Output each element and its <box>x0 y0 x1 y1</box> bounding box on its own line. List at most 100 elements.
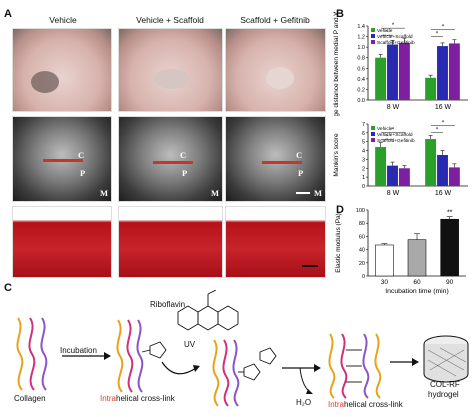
legend-label: Scaffold+Gefitinib <box>377 138 415 144</box>
y-tick-label: 20 <box>359 261 365 267</box>
y-tick-label: 0.0 <box>357 98 365 104</box>
bar <box>398 42 410 100</box>
label-uv: UV <box>184 340 196 349</box>
xray-label-m-1: M <box>100 188 109 198</box>
histology-photo-vehicle-scaffold <box>118 206 223 278</box>
legend-swatch <box>371 34 375 38</box>
significance-marker: * <box>392 128 395 134</box>
label-hydrogel: hydrogel <box>428 390 459 399</box>
histology-photo-scaffold-gefitnib <box>225 206 326 278</box>
label-collagen: Collagen <box>14 394 46 403</box>
legend-label: Scaffold+Gefitinib <box>377 40 415 46</box>
bar <box>375 244 394 277</box>
panel-c-letter: C <box>4 282 12 294</box>
xray-photo-vehicle <box>12 116 112 202</box>
tissue-photo-scaffold-gefitnib <box>225 28 326 112</box>
tissue-photo-vehicle-scaffold <box>118 28 223 112</box>
y-tick-label: 1.2 <box>357 35 365 41</box>
y-axis-label: Average distance between medial P and W … <box>333 12 340 116</box>
significance-marker: * <box>436 32 439 38</box>
bar <box>448 43 460 100</box>
bar <box>375 57 387 100</box>
significance-marker: * <box>392 23 395 29</box>
y-tick-label: 1.0 <box>357 45 365 51</box>
panel-d-letter: D <box>336 204 344 216</box>
label-h2o: H₂O <box>296 398 312 407</box>
bar <box>387 44 398 100</box>
label-intrahelical-2: Intrahelical cross-link <box>328 400 403 409</box>
significance-marker: * <box>442 121 445 127</box>
bar <box>398 168 410 186</box>
histology-scalebar <box>302 265 318 267</box>
y-tick-label: 100 <box>356 208 365 214</box>
xray-photo-scaffold-gefitnib <box>225 116 326 202</box>
column-title-scaffold-gefitnib: Scaffold + Gefitnib <box>240 15 310 25</box>
x-tick-label: 16 W <box>435 190 452 197</box>
label-intrahelical-2-prefix: Intra <box>328 400 345 409</box>
y-tick-label: 0.6 <box>357 66 365 72</box>
bar <box>425 139 437 186</box>
y-axis-label: Mankin's score <box>333 133 340 177</box>
y-tick-label: 1 <box>362 175 365 181</box>
xray-label-p-3: P <box>298 168 304 178</box>
chart-b-top: 0.0 0.2 0.4 0.6 0.8 1.0 1.2 1.4 Average distance… <box>333 12 468 116</box>
bar <box>387 165 398 186</box>
label-riboflavin: Riboflavin <box>150 300 186 309</box>
hydrogel-cylinder-icon <box>423 335 469 383</box>
histology-photo-vehicle <box>12 206 112 278</box>
xray-label-c-2: C <box>180 150 187 160</box>
bar <box>437 46 448 100</box>
xray-label-m-3: M <box>314 188 323 198</box>
intrahelical-strand-icon-1 <box>116 319 144 393</box>
xray-label-c-3: C <box>296 150 303 160</box>
y-tick-label: 0.8 <box>357 56 365 62</box>
riboflavin-molecule-icon <box>177 290 239 331</box>
significance-marker: * <box>386 30 389 36</box>
label-intrahelical-1: Intrahelical cross-link <box>100 394 175 403</box>
crosslinked-network-icon <box>328 333 382 399</box>
legend-swatch <box>371 126 375 130</box>
bar <box>425 77 437 100</box>
label-incubation: Incubation <box>60 346 97 355</box>
y-tick-label: 2 <box>362 166 365 172</box>
scheme-c-diagram <box>16 290 469 407</box>
significance-marker: * <box>436 128 439 134</box>
column-title-vehicle-scaffold: Vehicle + Scaffold <box>136 15 204 25</box>
significance-marker: * <box>442 25 445 31</box>
legend-label: Vehicle+Scaffold <box>377 132 413 138</box>
xray-photo-vehicle-scaffold <box>118 116 223 202</box>
y-tick-label: 1.4 <box>357 24 365 30</box>
bar <box>437 155 448 186</box>
y-tick-label: 3 <box>362 157 365 163</box>
label-intrahelical-2-suffix: helical cross-link <box>344 400 403 409</box>
xray-label-p-1: P <box>80 168 86 178</box>
significance-marker: ** <box>447 210 453 217</box>
legend-label: Vehicle <box>377 28 393 34</box>
xray-label-c-1: C <box>78 150 85 160</box>
y-tick-label: 6 <box>362 131 365 137</box>
x-tick-label: 8 W <box>387 104 400 111</box>
legend-label: Vehicle+Scaffold <box>377 34 413 40</box>
tissue-photo-vehicle <box>12 28 112 112</box>
y-tick-label: 60 <box>359 234 365 240</box>
label-intrahelical-1-suffix: helical cross-link <box>116 394 175 403</box>
xray-label-m-2: M <box>211 188 220 198</box>
collagen-strands-icon <box>16 317 48 391</box>
imidazole-ring-icon-2 <box>238 347 277 381</box>
y-tick-label: 0.2 <box>357 87 365 93</box>
y-tick-label: 7 <box>362 122 365 128</box>
xray-scalebar <box>296 192 310 194</box>
bar <box>448 167 460 186</box>
uv-arrow <box>161 361 197 375</box>
panel-a-letter: A <box>4 8 12 20</box>
y-tick-label: 40 <box>359 248 365 254</box>
imidazole-ring-icon-1 <box>141 341 167 359</box>
x-tick-label: 8 W <box>387 190 400 197</box>
y-tick-label: 5 <box>362 140 365 146</box>
y-tick-label: 0.4 <box>357 77 365 83</box>
legend-swatch <box>371 138 375 142</box>
y-tick-label: 0 <box>362 274 365 280</box>
column-title-vehicle: Vehicle <box>49 15 77 25</box>
bar <box>440 218 459 277</box>
y-tick-label: 80 <box>359 221 365 227</box>
